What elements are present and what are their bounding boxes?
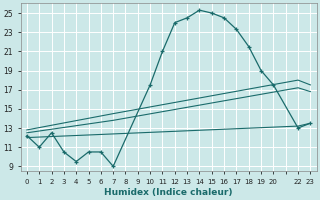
X-axis label: Humidex (Indice chaleur): Humidex (Indice chaleur) xyxy=(104,188,233,197)
